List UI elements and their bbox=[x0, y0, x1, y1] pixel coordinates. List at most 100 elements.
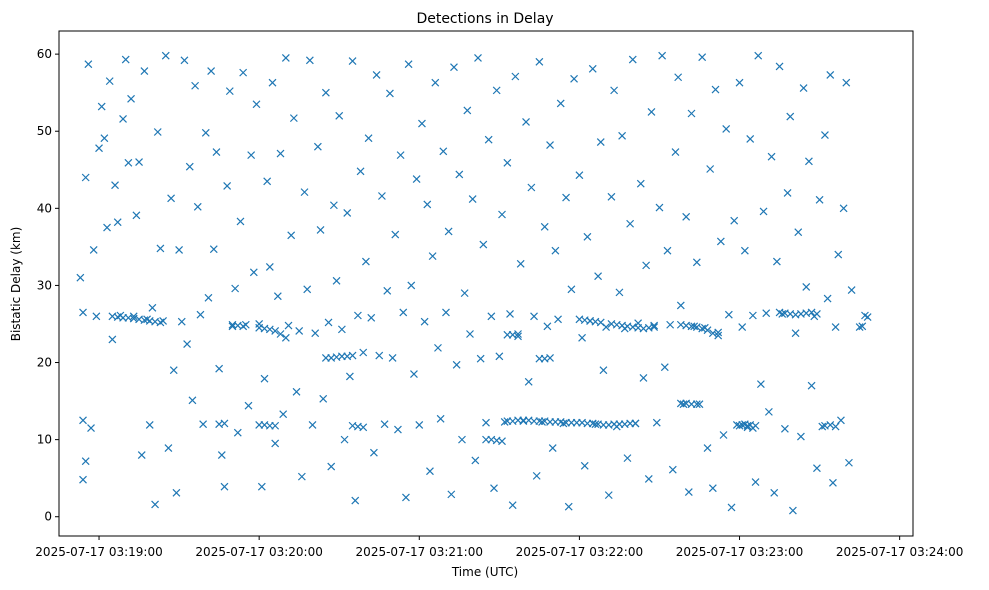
data-point-x-marker bbox=[799, 84, 808, 92]
data-point-x-marker bbox=[377, 192, 386, 200]
data-point-x-marker bbox=[543, 322, 552, 331]
data-point-x-marker bbox=[532, 471, 541, 480]
data-point-x-marker bbox=[410, 370, 418, 379]
data-point-x-marker bbox=[434, 343, 442, 352]
data-point-x-marker bbox=[751, 421, 760, 430]
data-point-x-marker bbox=[730, 216, 739, 225]
data-point-x-marker bbox=[692, 258, 701, 267]
data-point-x-marker bbox=[273, 292, 282, 301]
data-point-x-marker bbox=[538, 417, 546, 426]
data-point-x-marker bbox=[610, 86, 619, 95]
data-point-x-marker bbox=[169, 366, 178, 375]
data-point-x-marker bbox=[81, 457, 90, 466]
data-point-x-marker bbox=[631, 419, 640, 428]
data-point-x-marker bbox=[599, 366, 608, 375]
data-point-x-marker bbox=[684, 488, 693, 496]
data-point-x-marker bbox=[615, 288, 624, 297]
data-point-x-marker bbox=[522, 118, 530, 126]
data-point-x-marker bbox=[834, 250, 843, 259]
data-point-x-marker bbox=[655, 203, 664, 212]
data-point-x-marker bbox=[177, 317, 186, 326]
y-tick-label: 40 bbox=[37, 201, 52, 215]
data-point-x-marker bbox=[535, 57, 544, 66]
data-point-x-marker bbox=[804, 157, 813, 166]
data-point-x-marker bbox=[714, 331, 723, 340]
data-point-x-marker bbox=[524, 377, 533, 386]
data-point-x-marker bbox=[591, 420, 600, 429]
data-point-x-marker bbox=[423, 200, 432, 209]
data-point-x-marker bbox=[201, 128, 210, 137]
data-point-x-marker bbox=[492, 86, 501, 95]
data-point-x-marker bbox=[668, 465, 677, 474]
y-axis-label: Bistatic Delay (km) bbox=[9, 227, 23, 342]
plot-area-frame bbox=[58, 30, 914, 537]
data-point-x-marker bbox=[209, 245, 218, 254]
y-tick-label: 0 bbox=[44, 510, 52, 524]
data-point-x-marker bbox=[247, 151, 256, 160]
data-point-x-marker bbox=[271, 326, 280, 335]
y-tick-label: 60 bbox=[37, 47, 52, 61]
data-point-x-marker bbox=[578, 333, 586, 342]
data-point-x-marker bbox=[265, 325, 274, 334]
data-point-x-marker bbox=[140, 67, 149, 76]
data-point-x-marker bbox=[618, 131, 627, 140]
data-point-x-marker bbox=[89, 246, 98, 254]
data-point-x-marker bbox=[527, 183, 536, 192]
data-point-x-marker bbox=[444, 227, 453, 236]
data-point-x-marker bbox=[97, 102, 106, 111]
x-axis-ticks: 2025-07-17 03:19:00 2025-07-17 03:20:00 20… bbox=[35, 536, 963, 559]
data-point-x-marker bbox=[679, 400, 688, 409]
data-point-x-marker bbox=[498, 210, 506, 219]
data-point-x-marker bbox=[642, 261, 651, 270]
data-point-x-marker bbox=[295, 326, 304, 335]
data-point-x-marker bbox=[831, 422, 840, 431]
data-point-x-marker bbox=[404, 60, 413, 69]
data-point-x-marker bbox=[220, 419, 229, 428]
data-point-x-marker bbox=[722, 124, 731, 133]
data-point-x-marker bbox=[196, 310, 205, 319]
data-point-x-marker bbox=[452, 360, 461, 369]
data-points bbox=[76, 51, 872, 515]
data-point-x-marker bbox=[183, 340, 192, 348]
data-point-x-marker bbox=[132, 211, 141, 220]
data-point-x-marker bbox=[391, 230, 400, 239]
data-point-x-marker bbox=[546, 353, 554, 362]
data-point-x-marker bbox=[508, 501, 517, 510]
data-point-x-marker bbox=[369, 448, 378, 457]
data-point-x-marker bbox=[596, 318, 605, 327]
data-point-x-marker bbox=[153, 128, 162, 136]
data-point-x-marker bbox=[343, 209, 352, 217]
data-point-x-marker bbox=[692, 400, 701, 409]
x-axis-label: Time (UTC) bbox=[451, 565, 518, 579]
data-point-x-marker bbox=[95, 144, 103, 153]
data-point-x-marker bbox=[316, 225, 325, 234]
data-point-x-marker bbox=[530, 312, 538, 321]
data-point-x-marker bbox=[708, 329, 717, 338]
data-point-x-marker bbox=[324, 318, 333, 327]
data-point-x-marker bbox=[740, 246, 749, 255]
data-point-x-marker bbox=[540, 222, 549, 231]
x-tick-label: 2025-07-17 03:19:00 bbox=[35, 545, 162, 559]
data-point-x-marker bbox=[105, 77, 114, 86]
data-point-x-marker bbox=[340, 435, 349, 444]
data-point-x-marker bbox=[845, 458, 853, 467]
data-point-x-marker bbox=[628, 55, 637, 64]
data-point-x-marker bbox=[503, 158, 512, 167]
data-point-x-marker bbox=[193, 202, 202, 211]
data-point-x-marker bbox=[490, 484, 498, 493]
data-point-x-marker bbox=[764, 407, 773, 416]
data-point-x-marker bbox=[450, 63, 458, 72]
data-point-x-marker bbox=[594, 272, 603, 281]
data-point-x-marker bbox=[788, 506, 797, 515]
data-point-x-marker bbox=[474, 54, 482, 62]
data-point-x-marker bbox=[821, 131, 829, 140]
data-point-x-marker bbox=[767, 152, 776, 161]
data-point-x-marker bbox=[647, 108, 656, 116]
data-point-x-marker bbox=[839, 204, 848, 213]
x-tick-label: 2025-07-17 03:23:00 bbox=[676, 545, 803, 559]
chart-title: Detections in Delay bbox=[416, 11, 553, 27]
data-point-x-marker bbox=[337, 325, 346, 334]
data-point-x-marker bbox=[431, 78, 440, 87]
data-point-x-marker bbox=[506, 310, 514, 318]
data-point-x-marker bbox=[468, 195, 477, 204]
